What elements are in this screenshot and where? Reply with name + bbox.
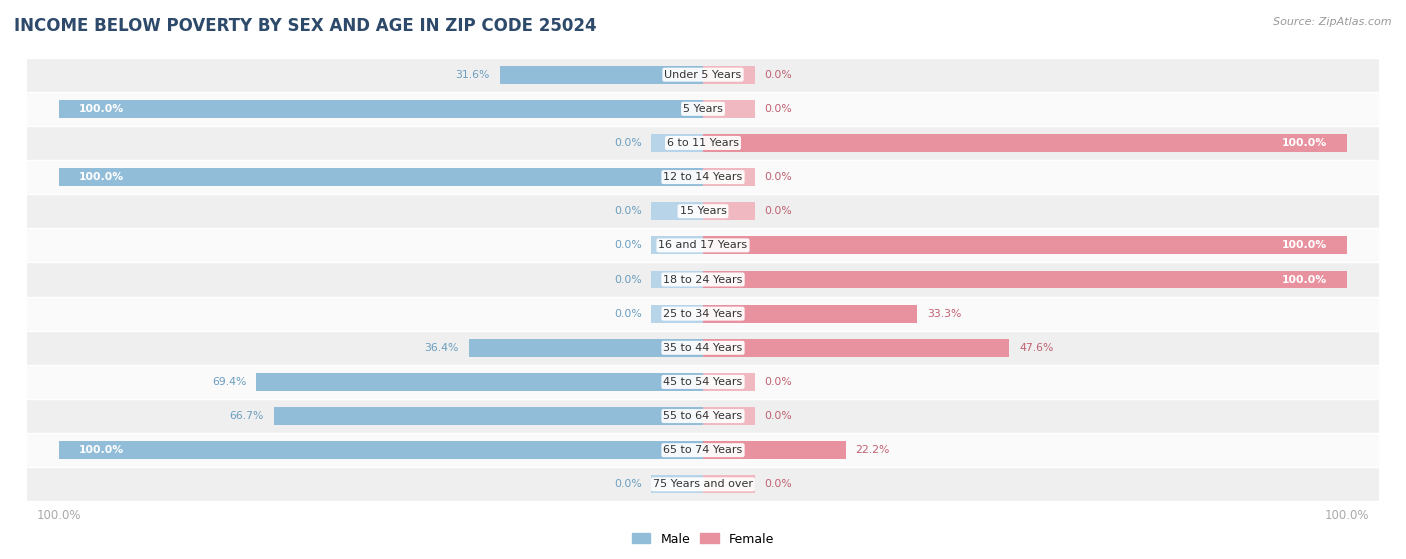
Text: Under 5 Years: Under 5 Years [665,70,741,80]
Bar [651,134,703,152]
Text: 65 to 74 Years: 65 to 74 Years [664,445,742,455]
Bar [651,202,703,220]
Text: 35 to 44 Years: 35 to 44 Years [664,343,742,353]
Bar [27,160,1379,194]
Bar [27,399,1379,433]
Bar [27,297,1379,331]
Text: 6 to 11 Years: 6 to 11 Years [666,138,740,148]
Bar [27,126,1379,160]
Bar [703,66,755,83]
Text: 100.0%: 100.0% [79,445,124,455]
Bar [703,441,846,459]
Text: 0.0%: 0.0% [765,70,792,80]
Text: 33.3%: 33.3% [927,309,962,319]
Text: 45 to 54 Years: 45 to 54 Years [664,377,742,387]
Bar [703,407,755,425]
Text: 47.6%: 47.6% [1019,343,1053,353]
Text: 0.0%: 0.0% [765,411,792,421]
Text: 100.0%: 100.0% [79,104,124,114]
Text: 0.0%: 0.0% [765,104,792,114]
Bar [27,194,1379,228]
Bar [27,467,1379,501]
Bar [703,271,1347,288]
Legend: Male, Female: Male, Female [627,528,779,551]
Bar [27,228,1379,262]
Bar [59,168,703,186]
Text: 100.0%: 100.0% [1282,240,1327,250]
Text: 66.7%: 66.7% [229,411,264,421]
Text: 31.6%: 31.6% [456,70,489,80]
Text: 0.0%: 0.0% [765,172,792,182]
Bar [27,331,1379,365]
Text: 0.0%: 0.0% [614,309,641,319]
Bar [703,100,755,118]
Bar [499,66,703,83]
Bar [703,168,755,186]
Text: INCOME BELOW POVERTY BY SEX AND AGE IN ZIP CODE 25024: INCOME BELOW POVERTY BY SEX AND AGE IN Z… [14,17,596,35]
Text: 0.0%: 0.0% [614,479,641,489]
Text: 0.0%: 0.0% [765,479,792,489]
Bar [703,339,1010,357]
Bar [651,305,703,323]
Text: 0.0%: 0.0% [614,240,641,250]
Text: 100.0%: 100.0% [1282,274,1327,285]
Bar [703,373,755,391]
Text: 0.0%: 0.0% [614,138,641,148]
Text: 0.0%: 0.0% [614,206,641,216]
Text: 36.4%: 36.4% [425,343,458,353]
Bar [651,271,703,288]
Text: 0.0%: 0.0% [765,377,792,387]
Bar [27,262,1379,297]
Bar [703,476,755,493]
Text: 18 to 24 Years: 18 to 24 Years [664,274,742,285]
Bar [703,305,917,323]
Bar [27,433,1379,467]
Text: 69.4%: 69.4% [212,377,246,387]
Text: 75 Years and over: 75 Years and over [652,479,754,489]
Text: 0.0%: 0.0% [614,274,641,285]
Bar [256,373,703,391]
Bar [59,100,703,118]
Bar [651,476,703,493]
Bar [27,365,1379,399]
Text: 16 and 17 Years: 16 and 17 Years [658,240,748,250]
Text: 100.0%: 100.0% [1282,138,1327,148]
Bar [703,134,1347,152]
Text: 55 to 64 Years: 55 to 64 Years [664,411,742,421]
Text: 0.0%: 0.0% [765,206,792,216]
Bar [27,58,1379,92]
Text: 22.2%: 22.2% [856,445,890,455]
Bar [703,236,1347,254]
Bar [703,202,755,220]
Bar [468,339,703,357]
Bar [27,92,1379,126]
Text: 100.0%: 100.0% [79,172,124,182]
Text: 5 Years: 5 Years [683,104,723,114]
Text: 12 to 14 Years: 12 to 14 Years [664,172,742,182]
Bar [651,236,703,254]
Text: 25 to 34 Years: 25 to 34 Years [664,309,742,319]
Text: 15 Years: 15 Years [679,206,727,216]
Bar [274,407,703,425]
Bar [59,441,703,459]
Text: Source: ZipAtlas.com: Source: ZipAtlas.com [1274,17,1392,27]
